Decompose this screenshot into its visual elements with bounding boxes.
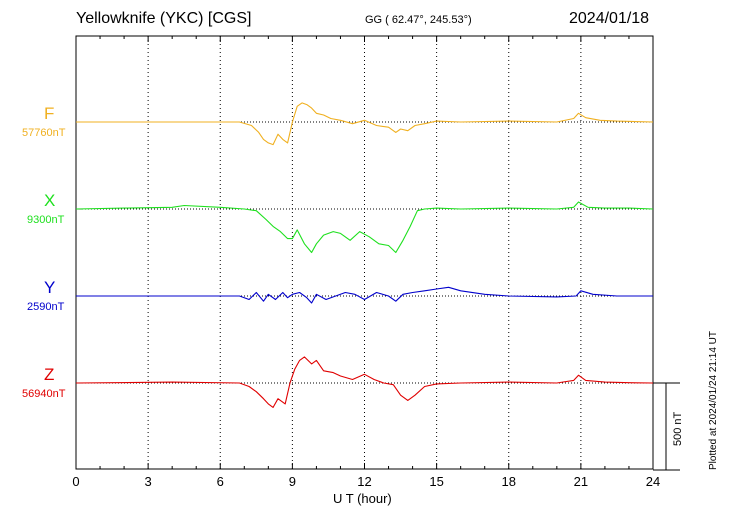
- date-label: 2024/01/18: [569, 10, 650, 27]
- series-label-X: X: [44, 191, 56, 210]
- x-axis-ticks: 0 3 6 9 12 15 18 21 24: [72, 36, 660, 489]
- series-label-Y: Y: [44, 278, 56, 297]
- series-label-Z: Z: [44, 365, 55, 384]
- trace-X: [75, 201, 654, 254]
- baseline-value-Y: 2590nT: [27, 301, 65, 313]
- series-label-F: F: [44, 104, 55, 123]
- station-title: Yellowknife (YKC) [CGS]: [76, 10, 252, 27]
- x-tick-label-12: 12: [357, 474, 371, 489]
- trace-F: [76, 102, 654, 146]
- baseline-value-F: 57760nT: [22, 127, 66, 139]
- scale-bar-label: 500 nT: [672, 411, 684, 446]
- plotted-timestamp: Plotted at 2024/01/24 21:14 UT: [708, 331, 719, 470]
- x-tick-label-6: 6: [217, 474, 224, 489]
- x-tick-label-9: 9: [289, 474, 296, 489]
- trace-Y: [76, 286, 653, 304]
- baseline-value-X: 9300nT: [27, 214, 65, 226]
- x-tick-label-18: 18: [502, 474, 516, 489]
- baseline-value-Z: 56940nT: [22, 388, 66, 400]
- x-tick-label-24: 24: [646, 474, 660, 489]
- x-tick-label-15: 15: [429, 474, 443, 489]
- grid-lines: [147, 36, 582, 469]
- x-tick-label-21: 21: [574, 474, 588, 489]
- x-tick-label-3: 3: [145, 474, 152, 489]
- data-traces: [75, 102, 654, 408]
- trace-Z: [75, 356, 654, 408]
- coordinates-label: GG ( 62.47°, 245.53°): [365, 14, 472, 26]
- x-axis-label: U T (hour): [333, 491, 392, 506]
- x-tick-label-0: 0: [72, 474, 79, 489]
- scale-bar: [653, 382, 680, 471]
